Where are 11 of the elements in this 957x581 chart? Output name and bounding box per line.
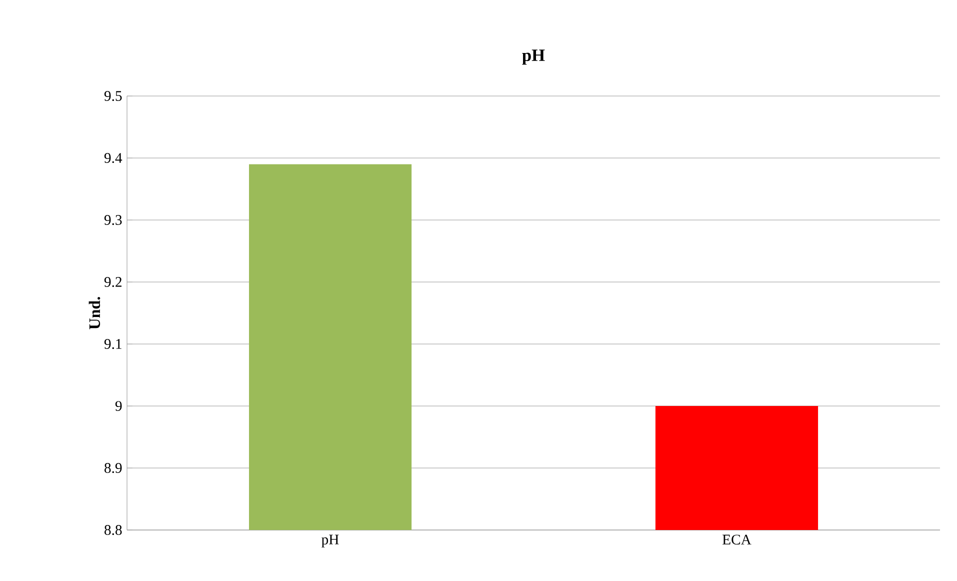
- y-tick-label: 8.8: [104, 525, 122, 535]
- y-tick-label: 9.5: [104, 91, 122, 101]
- y-tick-label: 9.2: [104, 277, 122, 287]
- y-tick-label: 9.1: [104, 339, 122, 349]
- y-tick-label: 8.9: [104, 463, 122, 473]
- y-tick-label: 9: [115, 401, 122, 411]
- y-tick-label: 9.4: [104, 153, 122, 163]
- chart-title: pH: [522, 50, 545, 65]
- x-tick-label: ECA: [722, 534, 752, 545]
- y-tick-label: 9.3: [104, 215, 122, 225]
- y-axis-title: Und.: [88, 297, 100, 330]
